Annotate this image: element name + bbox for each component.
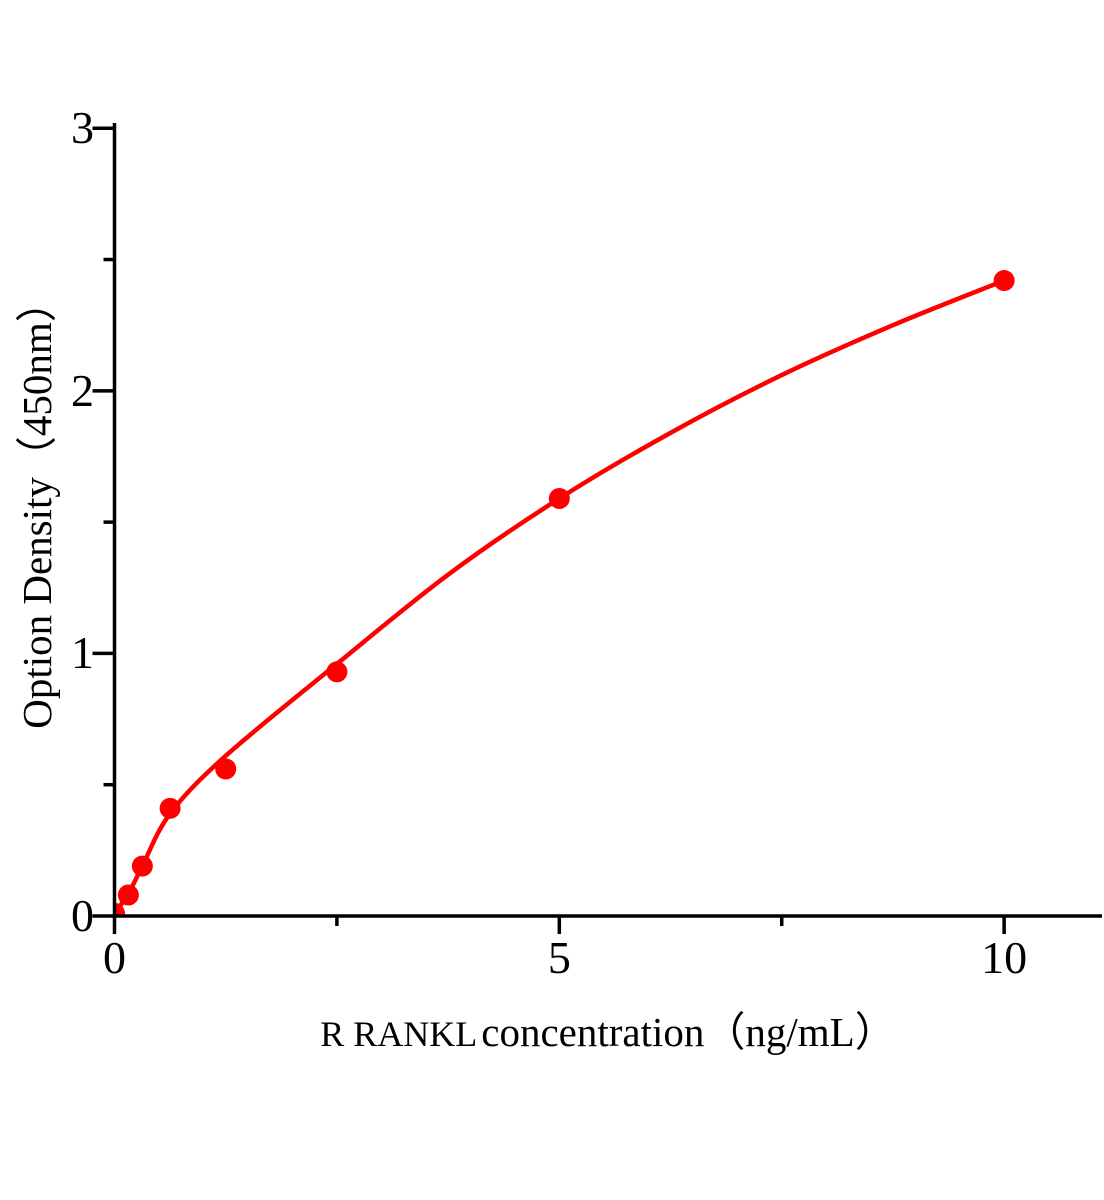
data-point — [548, 487, 570, 509]
x-axis-title-main: concentration（ng/mL） — [481, 1009, 896, 1055]
data-point — [993, 270, 1015, 292]
y-tick-label: 3 — [71, 102, 94, 154]
data-point — [131, 855, 153, 877]
data-point — [159, 797, 181, 819]
x-tick-label: 5 — [547, 932, 571, 983]
y-tick-label: 0 — [71, 890, 94, 941]
fit-curve — [115, 278, 1007, 915]
data-point — [326, 661, 348, 683]
x-axis-title: R RANKL concentration（ng/mL） — [114, 998, 1102, 1058]
x-axis-title-prefix: R RANKL — [320, 1014, 478, 1054]
y-tick-label: 1 — [71, 627, 94, 679]
y-tick-label: 2 — [71, 364, 94, 416]
data-point — [115, 902, 125, 915]
x-tick-label: 10 — [981, 932, 1028, 983]
data-point — [117, 884, 139, 906]
data-layer — [115, 270, 1015, 915]
data-point — [215, 758, 237, 780]
x-tick-label: 0 — [103, 932, 126, 983]
